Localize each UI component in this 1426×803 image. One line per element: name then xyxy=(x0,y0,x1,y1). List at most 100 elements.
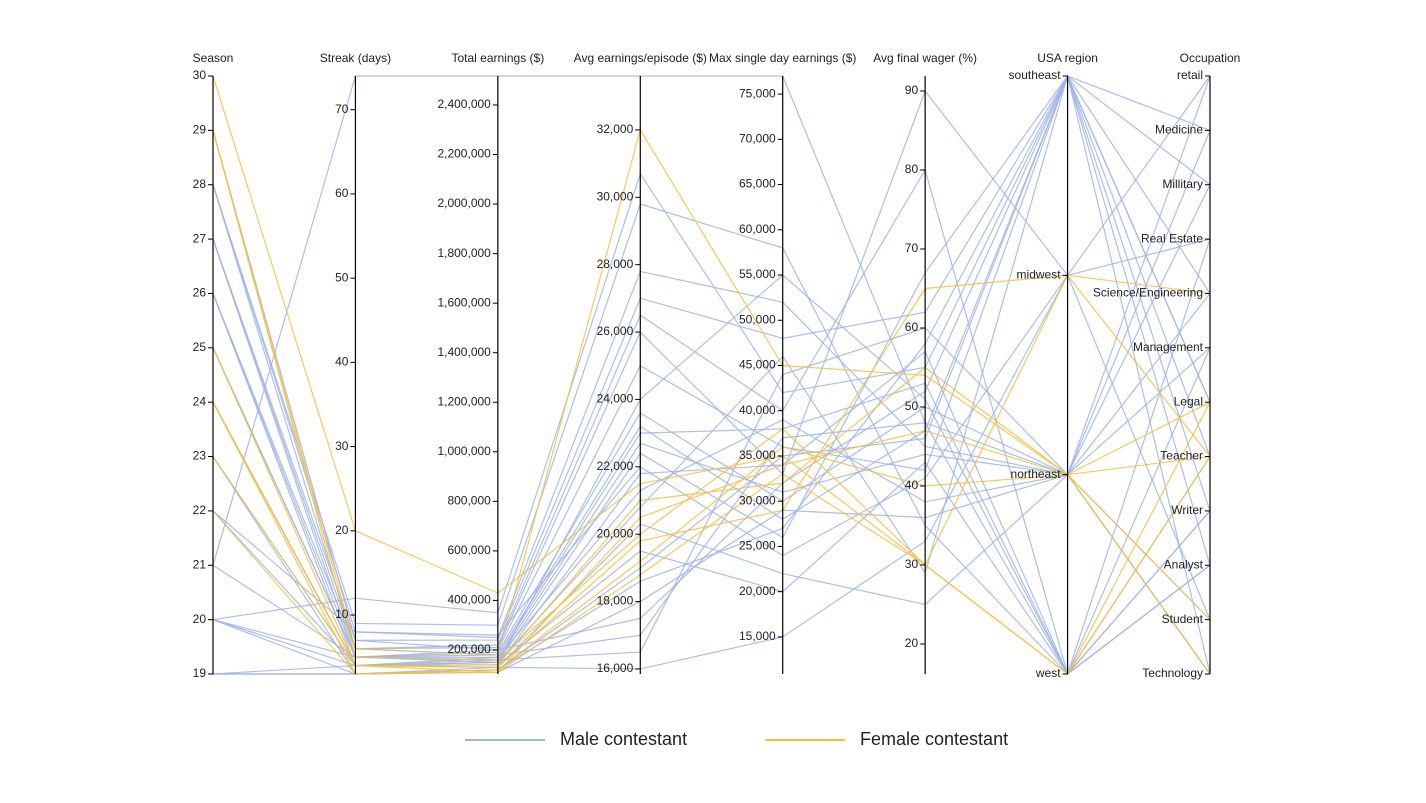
tick-label: 400,000 xyxy=(447,593,491,607)
data-line xyxy=(212,456,1211,675)
tick-label: 65,000 xyxy=(739,177,776,191)
tick-label: 30 xyxy=(905,557,919,571)
data-line xyxy=(212,347,1211,658)
tick-label: 30,000 xyxy=(739,493,776,507)
tick-label: 40 xyxy=(905,478,919,492)
tick-label: 28 xyxy=(193,177,207,191)
tick-label: Student xyxy=(1162,612,1204,626)
data-line xyxy=(212,74,1211,651)
legend-label: Female contestant xyxy=(860,729,1008,749)
tick-label: northeast xyxy=(1011,467,1062,481)
tick-label: 800,000 xyxy=(447,494,491,508)
data-line xyxy=(212,401,1211,675)
tick-label: 21 xyxy=(193,557,207,571)
tick-label: Analyst xyxy=(1164,557,1204,571)
tick-label: 1,400,000 xyxy=(437,345,491,359)
tick-label: 45,000 xyxy=(739,358,776,372)
data-line xyxy=(212,73,1211,667)
data-line xyxy=(213,184,1211,675)
data-line xyxy=(212,75,1211,594)
tick-label: 70,000 xyxy=(739,132,776,146)
tick-label: 25,000 xyxy=(739,539,776,553)
tick-label: 23 xyxy=(193,449,207,463)
tick-label: 2,000,000 xyxy=(437,196,491,210)
data-line xyxy=(212,75,1211,636)
tick-label: 1,800,000 xyxy=(437,246,491,260)
tick-label: 1,600,000 xyxy=(437,295,491,309)
tick-label: 80 xyxy=(905,162,919,176)
tick-label: Medicine xyxy=(1155,123,1203,137)
tick-label: 2,400,000 xyxy=(437,97,491,111)
tick-label: Management xyxy=(1133,340,1204,354)
data-line xyxy=(212,75,1211,641)
tick-label: 10 xyxy=(335,607,349,621)
tick-label: 16,000 xyxy=(597,661,634,675)
tick-label: 32,000 xyxy=(597,122,634,136)
tick-label: 24 xyxy=(193,394,207,408)
axis-title: Season xyxy=(193,51,234,65)
data-line xyxy=(212,89,1211,650)
tick-label: 200,000 xyxy=(447,642,491,656)
data-line xyxy=(212,130,1211,659)
data-line xyxy=(212,75,1211,639)
data-line xyxy=(212,184,1211,675)
axis-title: Occupation xyxy=(1180,51,1241,65)
tick-label: 19 xyxy=(193,666,207,680)
tick-label: 30 xyxy=(335,439,349,453)
legend-label: Male contestant xyxy=(560,729,687,749)
tick-label: Millitary xyxy=(1162,177,1203,191)
tick-label: 26,000 xyxy=(597,324,634,338)
lines xyxy=(212,73,1211,676)
tick-label: 40 xyxy=(335,355,349,369)
tick-label: Teacher xyxy=(1160,449,1203,463)
tick-label: retail xyxy=(1177,68,1203,82)
data-line xyxy=(213,74,1211,675)
tick-label: 22 xyxy=(193,503,207,517)
data-line xyxy=(212,74,1211,658)
data-line xyxy=(212,184,1211,676)
data-line xyxy=(212,382,1211,676)
tick-label: 60 xyxy=(335,186,349,200)
axis-title: Avg final wager (%) xyxy=(873,51,977,65)
tick-label: Real Estate xyxy=(1141,231,1203,245)
tick-label: Technology xyxy=(1142,666,1203,680)
tick-label: 1,000,000 xyxy=(437,444,491,458)
axis-title: USA region xyxy=(1037,51,1098,65)
data-line xyxy=(212,130,1211,675)
tick-label: 25 xyxy=(193,340,207,354)
tick-label: 35,000 xyxy=(739,448,776,462)
data-line xyxy=(212,74,1211,658)
tick-label: 70 xyxy=(905,241,919,255)
tick-label: 60 xyxy=(905,320,919,334)
tick-label: 30 xyxy=(193,68,207,82)
tick-label: midwest xyxy=(1017,268,1062,282)
data-line xyxy=(212,75,1211,621)
data-line xyxy=(212,74,1211,675)
tick-label: 70 xyxy=(335,102,349,116)
tick-label: Writer xyxy=(1171,503,1203,517)
data-line xyxy=(212,75,1211,675)
tick-label: 90 xyxy=(905,83,919,97)
data-line xyxy=(212,293,1211,675)
tick-label: Legal xyxy=(1174,394,1203,408)
tick-label: 40,000 xyxy=(739,403,776,417)
tick-label: 15,000 xyxy=(739,629,776,643)
tick-label: 20 xyxy=(905,636,919,650)
tick-label: 75,000 xyxy=(739,86,776,100)
tick-label: 24,000 xyxy=(597,392,634,406)
tick-label: 50 xyxy=(905,399,919,413)
data-line xyxy=(212,74,1211,675)
tick-label: 1,200,000 xyxy=(437,394,491,408)
tick-label: 600,000 xyxy=(447,543,491,557)
tick-label: 50,000 xyxy=(739,312,776,326)
data-line xyxy=(212,274,1211,668)
axes: Season 19 20 21 22 23 24 25 26 27 28 29 30 Streak (da… xyxy=(193,51,1241,680)
tick-label: Science/Engineering xyxy=(1093,286,1203,300)
tick-label: 50 xyxy=(335,270,349,284)
tick-label: 20 xyxy=(193,612,207,626)
axis-title: Max single day earnings ($) xyxy=(709,51,856,65)
data-line xyxy=(212,347,1211,667)
tick-label: 26 xyxy=(193,286,207,300)
